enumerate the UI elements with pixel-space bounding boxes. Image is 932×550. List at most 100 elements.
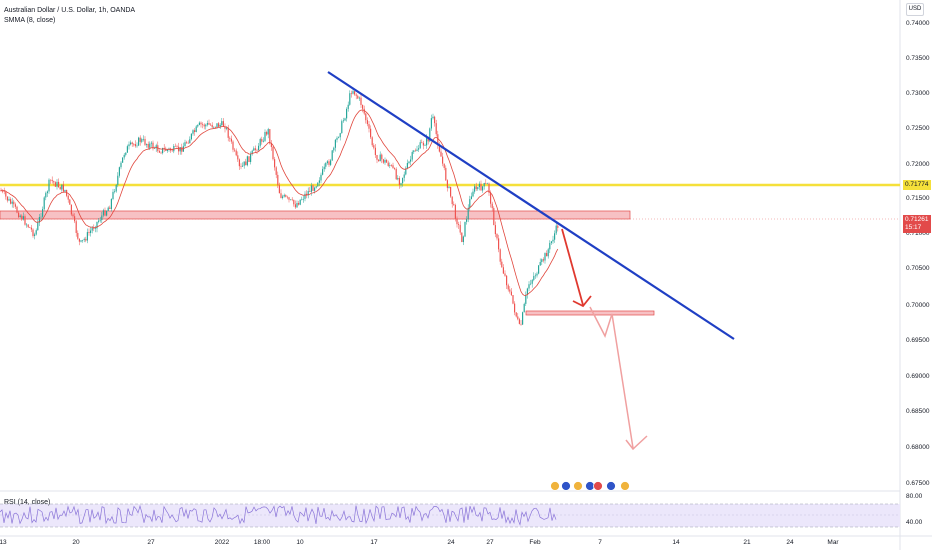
candle-body (518, 319, 520, 324)
candle-body (491, 203, 493, 209)
candle-body (298, 203, 300, 205)
time-axis-label: 20 (72, 539, 80, 546)
candle-body (67, 195, 69, 200)
candle-body (296, 203, 298, 208)
candle-body (520, 323, 522, 325)
candle-body (346, 108, 348, 119)
target-zone[interactable] (525, 310, 655, 316)
projection-arrow-primary[interactable] (561, 228, 592, 308)
candle-body (547, 249, 549, 257)
time-axis-label: Feb (529, 539, 541, 546)
candle-body (74, 216, 76, 222)
candle-body (552, 239, 554, 242)
resistance-zone[interactable] (0, 210, 631, 220)
candle-body (186, 142, 188, 143)
candle-body (115, 184, 117, 192)
candle-body (98, 220, 100, 222)
price-axis-label: 0.72000 (906, 161, 930, 168)
candle-body (384, 159, 386, 163)
candle-body (133, 143, 135, 145)
candle-body (37, 222, 39, 231)
candle-body (317, 182, 319, 187)
candle-body (96, 221, 98, 229)
candle-body (72, 214, 74, 217)
candle-body (214, 126, 216, 128)
flag-icon[interactable] (620, 481, 630, 491)
candle-body (366, 120, 368, 125)
candle-body (395, 169, 397, 180)
candle-body (501, 261, 503, 268)
flag-icon[interactable] (573, 481, 583, 491)
candle-body (437, 134, 439, 146)
candle-body (472, 191, 474, 197)
candle-body (283, 194, 285, 197)
candle-body (104, 210, 106, 216)
candle-body (434, 116, 436, 124)
candle-body (251, 150, 253, 154)
candle-body (42, 209, 44, 217)
candle-body (43, 197, 45, 210)
candle-body (165, 148, 167, 151)
price-axis-label: 0.71000 (906, 230, 930, 237)
rsi-band (0, 504, 900, 527)
candle-body (430, 118, 432, 129)
candle-body (454, 205, 456, 219)
candle-body (2, 191, 4, 192)
flag-icon[interactable] (561, 481, 571, 491)
time-axis-label: 7 (598, 539, 602, 546)
candle-body (261, 139, 263, 142)
candle-body (432, 116, 434, 119)
candle-body (77, 232, 79, 239)
price-axis-label: 0.68000 (906, 444, 930, 451)
candle-body (531, 279, 533, 284)
trendline[interactable] (327, 71, 735, 340)
candle-body (299, 199, 301, 205)
candle-body (243, 161, 245, 166)
candle-body (218, 123, 220, 127)
candle-body (408, 161, 410, 164)
candle-body (275, 167, 277, 175)
candle-body (229, 137, 231, 139)
candle-body (544, 253, 546, 261)
candle-body (85, 238, 87, 241)
flag-icon[interactable] (550, 481, 560, 491)
projection-arrow-secondary[interactable] (589, 306, 648, 451)
rsi-header[interactable]: RSI (14, close) (4, 499, 51, 506)
candle-body (483, 183, 485, 187)
candle-body (222, 121, 224, 127)
currency-button[interactable]: USD (906, 3, 924, 16)
symbol-title[interactable]: Australian Dollar / U.S. Dollar, 1h, OAN… (4, 7, 136, 14)
candle-body (0, 190, 2, 192)
candle-body (176, 146, 178, 147)
candle-body (118, 167, 120, 176)
candle-body (310, 185, 312, 192)
flag-icon[interactable] (606, 481, 616, 491)
candle-body (502, 267, 504, 274)
rsi-upper-label: 80.00 (906, 493, 923, 500)
candle-body (152, 142, 154, 149)
price-axis-label: 0.69500 (906, 337, 930, 344)
candle-body (424, 145, 426, 146)
candle-body (389, 165, 391, 166)
candle-body (174, 146, 176, 147)
candle-body (274, 159, 276, 168)
candle-body (205, 124, 207, 127)
candle-body (235, 150, 237, 156)
candle-body (179, 147, 181, 152)
candle-body (488, 183, 490, 193)
flag-icon[interactable] (593, 481, 603, 491)
indicator-title[interactable]: SMMA (8, close) (4, 17, 56, 24)
candle-body (88, 232, 90, 233)
time-axis-label: 10 (296, 539, 304, 546)
candle-body (506, 275, 508, 286)
candle-body (512, 295, 514, 304)
candle-body (270, 143, 272, 147)
candle-body (45, 193, 47, 198)
price-axis-label: 0.73000 (906, 90, 930, 97)
candle-body (320, 174, 322, 181)
candle-body (8, 199, 10, 201)
candle-body (264, 132, 266, 141)
candle-body (418, 148, 420, 150)
candle-body (344, 118, 346, 121)
